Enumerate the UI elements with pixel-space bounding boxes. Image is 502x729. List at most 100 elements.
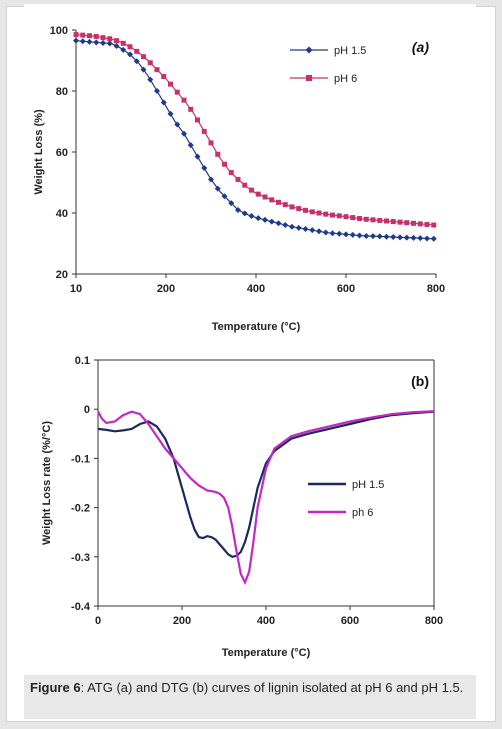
data-point [141, 54, 146, 60]
data-point [383, 233, 390, 240]
caption-text: : ATG (a) and DTG (b) curves of lignin i… [80, 680, 464, 695]
data-point [302, 226, 309, 233]
y-tick-label: -0.3 [71, 552, 90, 564]
data-point [160, 99, 167, 106]
data-point [309, 227, 316, 234]
data-point [80, 32, 86, 38]
data-point [289, 204, 295, 210]
data-point [282, 202, 288, 208]
data-point [303, 207, 308, 213]
data-point [269, 197, 275, 203]
y-tick-label: 0.1 [75, 355, 90, 367]
data-point [377, 217, 383, 223]
chart-panel-a: 20 40 60 80 100 10 200 400 600 800 Temperature (°C… [24, 4, 476, 336]
data-point [322, 229, 329, 236]
data-point [147, 76, 154, 83]
data-point [357, 215, 362, 221]
data-point [403, 234, 410, 241]
data-point [140, 66, 147, 73]
data-point [255, 191, 261, 197]
data-point [93, 39, 100, 46]
series-line-1 [75, 40, 437, 240]
data-point [100, 39, 106, 46]
data-point [201, 128, 207, 134]
legend-label-1: pH 1.5 [334, 45, 366, 57]
data-point [424, 221, 430, 227]
data-point [73, 37, 79, 44]
data-point [255, 215, 262, 222]
data-point [336, 213, 342, 219]
legend-label-1: pH 1.5 [352, 479, 384, 491]
data-point [228, 170, 234, 176]
y-tick-label: 100 [50, 25, 68, 37]
data-point [208, 140, 214, 146]
data-point [262, 216, 268, 223]
x-tick-label: 400 [257, 615, 275, 627]
data-point [174, 121, 181, 128]
data-point [276, 199, 281, 205]
data-point [411, 220, 416, 226]
data-point [431, 222, 437, 228]
data-point [343, 231, 349, 238]
data-point [133, 58, 140, 65]
data-point [201, 165, 208, 172]
data-point [127, 51, 133, 58]
data-point [417, 221, 423, 227]
data-point [100, 35, 106, 41]
data-point [397, 219, 403, 225]
y-tick-label: -0.4 [71, 601, 91, 613]
data-point [181, 130, 187, 137]
y-tick-label: -0.1 [71, 453, 90, 465]
x-tick-label: 600 [337, 283, 355, 295]
data-point [106, 40, 113, 47]
data-point [79, 38, 86, 45]
y-tick-label: 0 [84, 404, 90, 416]
data-point [275, 220, 282, 227]
data-point [296, 206, 302, 212]
data-point [404, 220, 410, 226]
data-point [73, 32, 79, 38]
data-point [221, 193, 228, 200]
data-point [208, 176, 214, 183]
data-point [188, 106, 194, 112]
data-point [194, 153, 201, 160]
data-point [356, 232, 363, 239]
data-point [282, 222, 289, 229]
data-point [384, 218, 389, 224]
data-point [214, 185, 221, 192]
y-tick-label: -0.2 [71, 503, 90, 515]
y-tick-label: 80 [56, 86, 68, 98]
data-point [249, 187, 254, 193]
data-point [242, 182, 248, 188]
data-point [295, 224, 302, 231]
data-point [262, 194, 268, 200]
data-point [336, 230, 343, 237]
x-tick-label: 600 [341, 615, 359, 627]
data-point [161, 74, 167, 80]
series-line-1 [97, 410, 435, 558]
data-point [430, 235, 437, 242]
x-axis-label: Temperature (°C) [222, 647, 311, 659]
data-point [168, 81, 173, 87]
data-point [127, 44, 133, 50]
data-point [417, 235, 424, 242]
data-point [343, 214, 349, 220]
legend-label-2: pH 6 [334, 73, 357, 85]
x-tick-label: 800 [425, 615, 443, 627]
y-tick-label: 40 [56, 208, 68, 220]
data-point [107, 36, 113, 42]
data-point [323, 211, 329, 217]
data-point [114, 38, 119, 44]
data-point [113, 43, 120, 50]
data-point [235, 176, 241, 182]
chart-b-svg: -0.4 -0.3 -0.2 -0.1 0 0.1 0 200 400 600 800 Tempera… [41, 355, 443, 659]
x-tick-label: 10 [70, 283, 82, 295]
chart-a-svg: 20 40 60 80 100 10 200 400 600 800 Temperature (°C… [33, 25, 445, 333]
data-point [195, 117, 200, 123]
data-point [215, 151, 221, 157]
data-point [390, 219, 396, 225]
data-point [397, 234, 403, 241]
x-axis-label: Temperature (°C) [212, 321, 301, 333]
x-tick-label: 400 [247, 283, 265, 295]
data-point [154, 88, 160, 94]
